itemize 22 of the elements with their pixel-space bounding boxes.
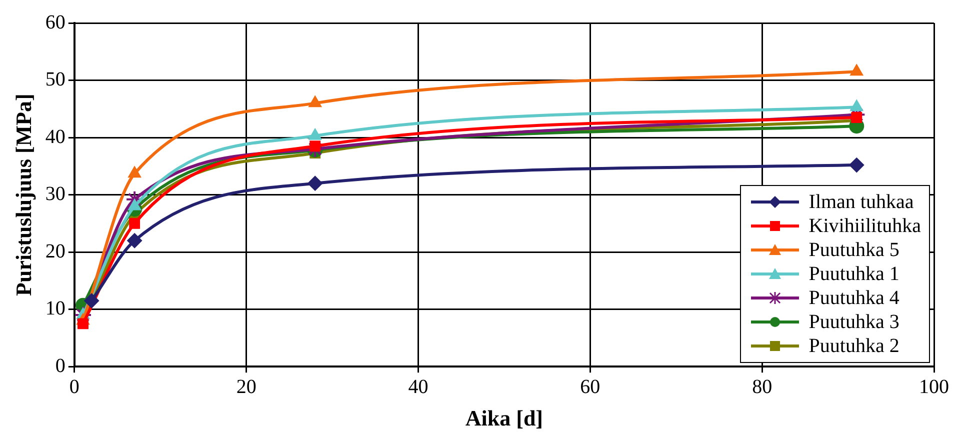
legend-label: Kivihiilituhka xyxy=(808,214,921,238)
y-tick-label: 50 xyxy=(45,68,66,91)
legend-label: Puutuhka 2 xyxy=(808,334,900,358)
x-tick-label: 60 xyxy=(580,376,600,398)
x-tick-label: 100 xyxy=(919,376,949,398)
y-tick-label: 30 xyxy=(45,183,66,206)
x-tick-label: 20 xyxy=(236,376,256,398)
legend-label: Puutuhka 3 xyxy=(808,310,900,334)
y-tick-label: 20 xyxy=(45,240,66,262)
y-tick-label: 10 xyxy=(45,298,66,320)
x-tick-label: 80 xyxy=(752,376,772,398)
y-tick-label: 60 xyxy=(45,11,66,34)
y-tick-label: 40 xyxy=(45,126,66,148)
y-tick-label: 0 xyxy=(55,354,66,377)
legend-label: Puutuhka 4 xyxy=(808,286,900,310)
y-axis-title: Puristuslujuus [MPa] xyxy=(10,94,36,296)
legend-label: Ilman tuhkaa xyxy=(808,190,914,214)
legend-label: Puutuhka 1 xyxy=(808,262,900,286)
legend-label: Puutuhka 5 xyxy=(808,238,900,262)
x-tick-label: 40 xyxy=(408,376,428,398)
x-tick-label: 0 xyxy=(69,376,80,398)
x-axis-title: Aika [d] xyxy=(465,405,544,430)
